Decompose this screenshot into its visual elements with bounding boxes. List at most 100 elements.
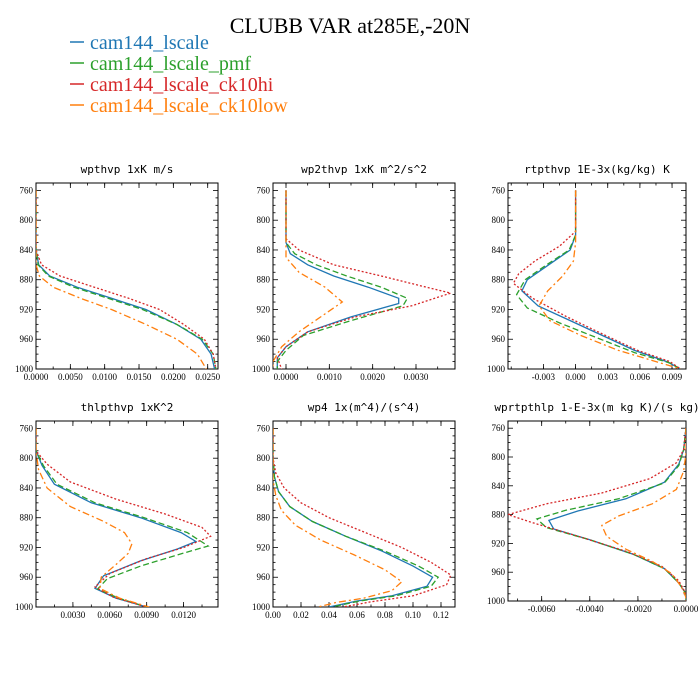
x-tick-label: 0.04: [321, 610, 337, 620]
x-tick-label: 0.000: [565, 372, 586, 382]
panel-title: wpthvp 1xK m/s: [81, 163, 174, 176]
y-tick-label: 960: [257, 334, 271, 344]
series-line: [36, 190, 217, 369]
x-tick-label: 0.0250: [195, 372, 220, 382]
x-tick-label: 0.00: [265, 610, 281, 620]
series-line: [273, 428, 440, 607]
y-tick-label: 840: [492, 481, 506, 491]
y-tick-label: 760: [257, 185, 271, 195]
series-line: [36, 190, 207, 369]
series-line: [547, 428, 686, 601]
x-tick-label: 0.0030: [404, 372, 429, 382]
series-line: [36, 190, 216, 369]
panel-title: thlpthvp 1xK^2: [81, 401, 174, 414]
x-tick-label: 0.0000: [674, 604, 699, 614]
y-tick-label: 920: [20, 542, 34, 552]
series-line: [36, 428, 150, 607]
panel-title: wp2thvp 1xK m^2/s^2: [301, 163, 427, 176]
x-tick-label: 0.12: [433, 610, 449, 620]
y-tick-label: 960: [257, 572, 271, 582]
series-line: [273, 428, 434, 607]
series-line: [515, 190, 681, 369]
y-tick-label: 760: [257, 423, 271, 433]
plot-frame: [35, 420, 219, 608]
y-tick-label: 840: [492, 245, 506, 255]
series-line: [276, 190, 454, 369]
x-tick-label: 0.0150: [127, 372, 152, 382]
series-line: [273, 190, 344, 369]
panel: rtpthvp 1E-3x(kg/kg) K 760 800 840 880 920 960…: [487, 163, 687, 382]
y-tick-label: 960: [20, 572, 34, 582]
x-tick-label: 0.10: [405, 610, 421, 620]
y-tick-label: 840: [257, 245, 271, 255]
plot-frame: [272, 182, 456, 370]
x-tick-label: -0.0020: [624, 604, 652, 614]
plot-frame: [272, 420, 456, 608]
y-tick-label: 880: [492, 275, 506, 285]
series-line: [600, 428, 686, 601]
series-line: [538, 190, 681, 369]
y-tick-label: 880: [20, 513, 34, 523]
x-tick-label: 0.0200: [161, 372, 186, 382]
x-tick-label: 0.0010: [317, 372, 342, 382]
y-tick-label: 920: [257, 304, 271, 314]
y-tick-label: 800: [492, 452, 506, 462]
y-tick-label: 880: [492, 510, 506, 520]
series-line: [273, 428, 452, 607]
plot-frame: [35, 182, 219, 370]
panel: wp2thvp 1xK m^2/s^2 760 800 840 880 920 960 100…: [252, 163, 456, 382]
panel: wprtpthlp 1-E-3x(m kg K)/(s kg) 760 800 840…: [487, 401, 700, 614]
y-tick-label: 760: [492, 423, 506, 433]
y-tick-label: 760: [20, 185, 34, 195]
series-line: [273, 428, 403, 607]
y-tick-label: 840: [20, 483, 34, 493]
y-tick-label: 1000: [15, 364, 34, 374]
y-tick-label: 880: [257, 275, 271, 285]
y-tick-label: 800: [20, 453, 34, 463]
x-tick-label: 0.08: [377, 610, 393, 620]
x-tick-label: 0.0060: [97, 610, 122, 620]
y-tick-label: 880: [257, 513, 271, 523]
panel-title: wp4 1x(m^4)/(s^4): [308, 401, 421, 414]
y-tick-label: 1000: [487, 596, 506, 606]
y-tick-label: 800: [492, 215, 506, 225]
panel-title: wprtpthlp 1-E-3x(m kg K)/(s kg): [494, 401, 699, 414]
y-tick-label: 1000: [252, 602, 271, 612]
x-tick-label: 0.0000: [274, 372, 299, 382]
series-line: [521, 190, 681, 369]
x-tick-label: -0.003: [532, 372, 556, 382]
y-tick-label: 1000: [252, 364, 271, 374]
y-tick-label: 920: [492, 538, 506, 548]
y-tick-label: 800: [20, 215, 34, 225]
panels: wpthvp 1xK m/s76080084088092096010000.00…: [15, 163, 700, 620]
series-line: [276, 190, 409, 369]
y-tick-label: 760: [492, 185, 506, 195]
y-tick-label: 960: [20, 334, 34, 344]
plot-frame: [507, 420, 687, 602]
x-tick-label: 0.0020: [360, 372, 385, 382]
y-tick-label: 840: [257, 483, 271, 493]
y-tick-label: 1000: [15, 602, 34, 612]
panel: thlpthvp 1xK^2 760 800 840 880 920 960 1000 0.00…: [15, 401, 219, 620]
y-tick-label: 920: [257, 542, 271, 552]
x-tick-label: 0.02: [293, 610, 309, 620]
series-line: [36, 428, 212, 607]
panel-title: rtpthvp 1E-3x(kg/kg) K: [524, 163, 670, 176]
x-tick-label: 0.0000: [24, 372, 49, 382]
panel: wp4 1x(m^4)/(s^4)76080084088092096010000…: [252, 401, 456, 620]
series-line: [36, 190, 217, 369]
legend-label: cam144_lscale_ck10low: [90, 95, 288, 117]
y-tick-label: 960: [492, 334, 506, 344]
y-tick-label: 800: [257, 453, 271, 463]
legend-label: cam144_lscale: [90, 32, 209, 54]
x-tick-label: 0.003: [598, 372, 619, 382]
legend-label: cam144_lscale_ck10hi: [90, 74, 274, 96]
y-tick-label: 1000: [487, 364, 506, 374]
x-tick-label: 0.0100: [92, 372, 117, 382]
figure-title: CLUBB VAR at285E,-20N: [230, 13, 471, 38]
x-tick-label: 0.0030: [61, 610, 86, 620]
x-tick-label: 0.06: [349, 610, 365, 620]
x-tick-label: 0.009: [662, 372, 683, 382]
y-tick-label: 920: [20, 304, 34, 314]
y-tick-label: 800: [257, 215, 271, 225]
